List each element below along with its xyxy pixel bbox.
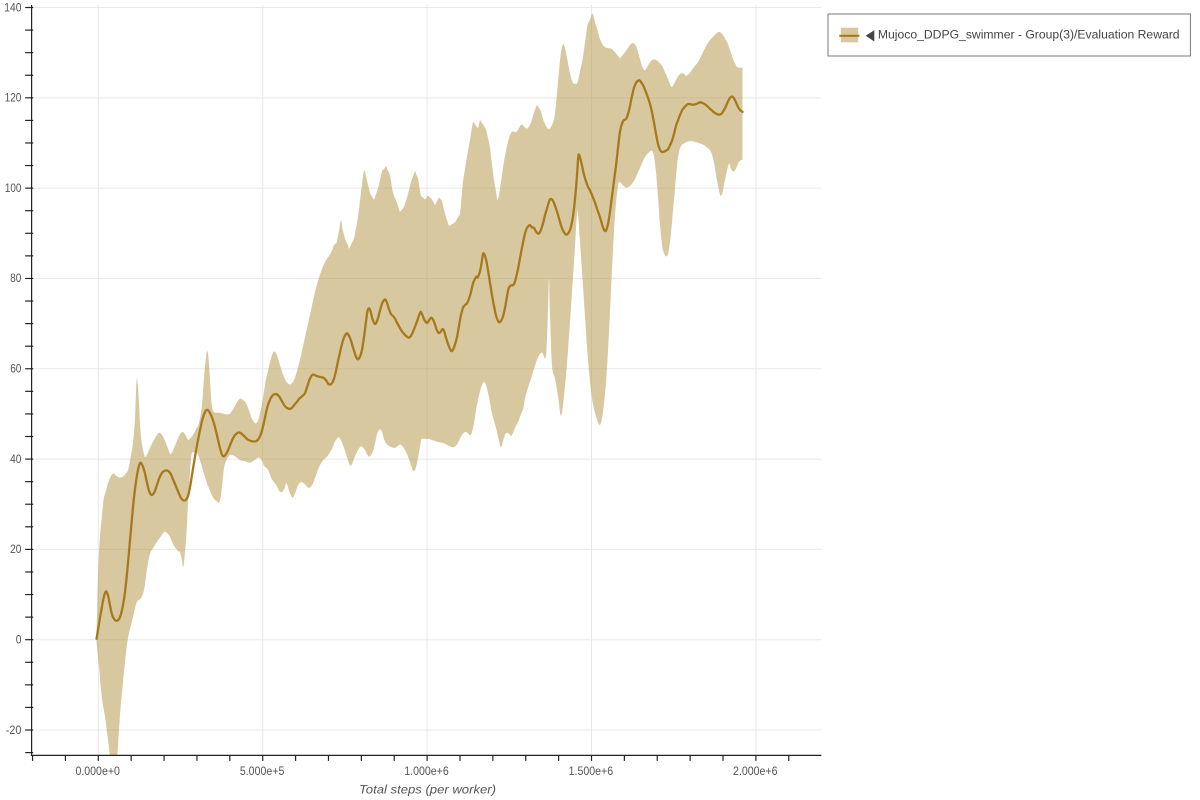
svg-text:1.000e+6: 1.000e+6 <box>404 764 449 778</box>
svg-text:0: 0 <box>16 633 22 647</box>
svg-text:5.000e+5: 5.000e+5 <box>240 764 285 778</box>
svg-text:60: 60 <box>10 362 22 376</box>
svg-text:2.000e+6: 2.000e+6 <box>733 764 778 778</box>
svg-text:0.000e+0: 0.000e+0 <box>75 764 120 778</box>
svg-text:Total steps (per worker): Total steps (per worker) <box>359 782 496 796</box>
svg-text:40: 40 <box>10 452 22 466</box>
svg-text:140: 140 <box>4 0 21 14</box>
svg-text:100: 100 <box>5 181 22 195</box>
svg-text:80: 80 <box>10 271 22 285</box>
svg-text:-20: -20 <box>6 723 22 737</box>
svg-text:120: 120 <box>5 91 22 105</box>
svg-text:Mujoco_DDPG_swimmer - Group(3): Mujoco_DDPG_swimmer - Group(3)/Evaluatio… <box>878 27 1180 41</box>
svg-text:1.500e+6: 1.500e+6 <box>569 764 614 778</box>
svg-text:20: 20 <box>10 542 22 556</box>
